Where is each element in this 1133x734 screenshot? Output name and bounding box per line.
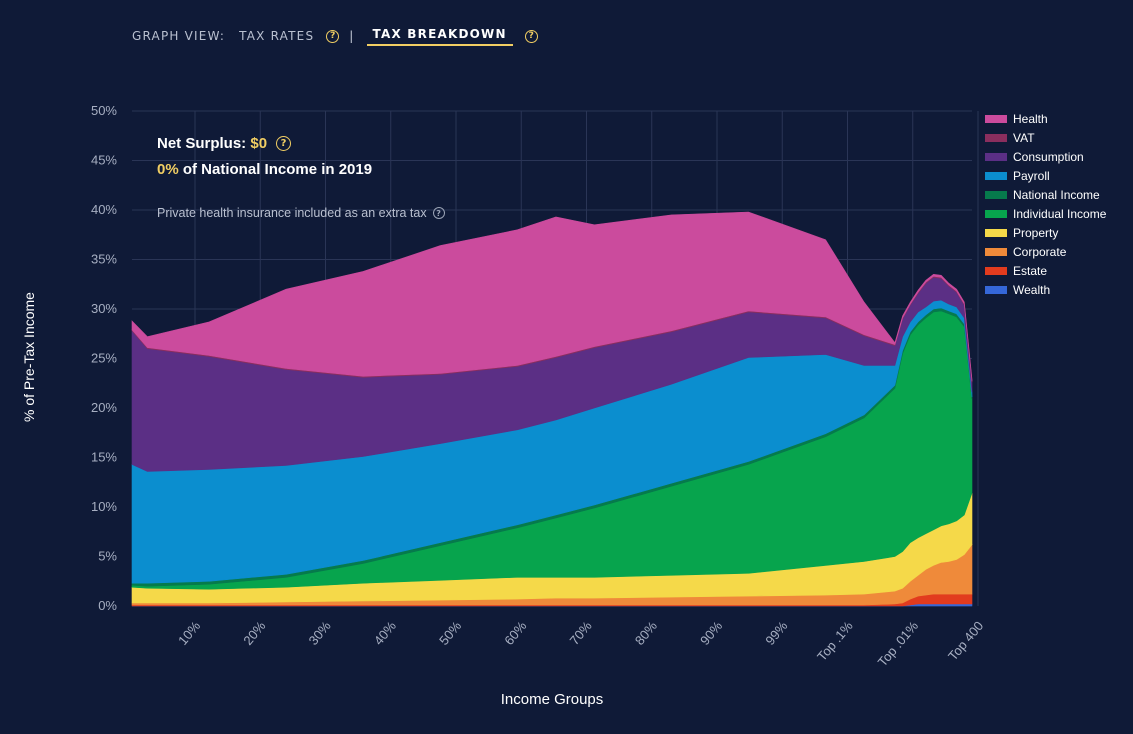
legend-label: National Income [1013, 187, 1100, 202]
y-tick-label: 0% [98, 598, 117, 613]
national-income-value: 0% [157, 161, 179, 178]
y-tick-label: 20% [91, 400, 117, 415]
legend-label: Individual Income [1013, 206, 1107, 221]
legend-label: VAT [1013, 130, 1035, 145]
tax-breakdown-help-icon[interactable]: ? [524, 29, 538, 43]
legend-swatch [985, 152, 1007, 161]
legend-item-payroll[interactable]: Payroll [985, 166, 1106, 185]
y-tick-label: 10% [91, 499, 117, 514]
legend-item-corporate[interactable]: Corporate [985, 242, 1106, 261]
x-tick-label: Top 400 [945, 618, 986, 663]
tab-tax-breakdown[interactable]: TAX BREAKDOWN [366, 27, 513, 46]
x-tick-label: 50% [436, 618, 464, 648]
health-note: Private health insurance included as an … [157, 206, 445, 220]
x-tick-label: 80% [632, 618, 660, 648]
y-tick-label: 30% [91, 301, 117, 316]
legend-swatch [985, 285, 1007, 294]
health-note-text: Private health insurance included as an … [157, 206, 427, 220]
x-tick-label: 90% [697, 618, 725, 648]
legend-label: Estate [1013, 263, 1048, 278]
x-tick-label: 99% [762, 618, 790, 648]
legend-swatch [985, 228, 1007, 237]
y-tick-label: 45% [91, 153, 117, 168]
legend-item-estate[interactable]: Estate [985, 261, 1106, 280]
national-income-text: of National Income in 2019 [182, 161, 373, 178]
legend-swatch [985, 114, 1007, 123]
graph-view-label: GRAPH VIEW: [132, 29, 226, 43]
legend-swatch [985, 266, 1007, 275]
tab-separator: | [349, 29, 355, 43]
y-tick-label: 5% [98, 549, 117, 564]
legend-label: Wealth [1013, 282, 1051, 297]
y-tick-label: 40% [91, 202, 117, 217]
legend-label: Payroll [1013, 168, 1050, 183]
legend-item-wealth[interactable]: Wealth [985, 280, 1106, 299]
legend-label: Consumption [1013, 149, 1084, 164]
legend-item-vat[interactable]: VAT [985, 128, 1106, 147]
graph-view-toggle: GRAPH VIEW: TAX RATES ? | TAX BREAKDOWN … [132, 26, 538, 46]
legend-item-health[interactable]: Health [985, 109, 1106, 128]
tax-rates-help-icon[interactable]: ? [326, 29, 340, 43]
x-axis: 10% 20% 30% 40% 50% 60% 70% 80% 90% 99% Top .1% Top… [175, 618, 986, 670]
x-tick-label: 30% [306, 618, 334, 648]
net-surplus-value: $0 [250, 135, 268, 152]
net-surplus-help-icon[interactable]: ? [276, 136, 292, 151]
y-tick-label: 50% [91, 103, 117, 118]
area-health[interactable] [131, 211, 973, 382]
y-axis-title: % of Pre-Tax Income [21, 292, 37, 422]
legend-swatch [985, 190, 1007, 199]
legend-label: Property [1013, 225, 1059, 240]
summary-overlay: Net Surplus: $0 ? 0% of National Income … [157, 135, 445, 220]
legend-swatch [985, 209, 1007, 218]
x-axis-title: Income Groups [500, 691, 604, 708]
x-tick-label: 10% [175, 618, 203, 648]
y-tick-label: 15% [91, 450, 117, 465]
legend-swatch [985, 171, 1007, 180]
y-axis: 0% 5% 10% 15% 20% 25% 30% 35% 40% 45% 50% [91, 103, 117, 613]
net-surplus-label: Net Surplus: [157, 135, 247, 152]
x-tick-label: 60% [501, 618, 529, 648]
legend-item-individual-income[interactable]: Individual Income [985, 204, 1106, 223]
x-tick-label: Top .1% [814, 618, 856, 664]
chart-legend: Health VAT Consumption Payroll National Inco… [985, 109, 1106, 299]
x-tick-label: 20% [240, 618, 268, 648]
health-note-help-icon[interactable]: ? [432, 207, 445, 219]
legend-label: Corporate [1013, 244, 1067, 259]
legend-item-national-income[interactable]: National Income [985, 185, 1106, 204]
legend-swatch [985, 247, 1007, 256]
y-tick-label: 35% [91, 252, 117, 267]
chart-areas [131, 211, 973, 607]
legend-label: Health [1013, 111, 1048, 126]
legend-item-consumption[interactable]: Consumption [985, 147, 1106, 166]
legend-item-property[interactable]: Property [985, 223, 1106, 242]
x-tick-label: Top .01% [875, 618, 922, 670]
y-tick-label: 25% [91, 351, 117, 366]
national-income-line: 0% of National Income in 2019 [157, 161, 445, 178]
x-tick-label: 40% [371, 618, 399, 648]
tab-tax-rates[interactable]: TAX RATES [239, 29, 315, 43]
net-surplus-line: Net Surplus: $0 ? [157, 135, 445, 152]
x-tick-label: 70% [567, 618, 595, 648]
legend-swatch [985, 133, 1007, 142]
